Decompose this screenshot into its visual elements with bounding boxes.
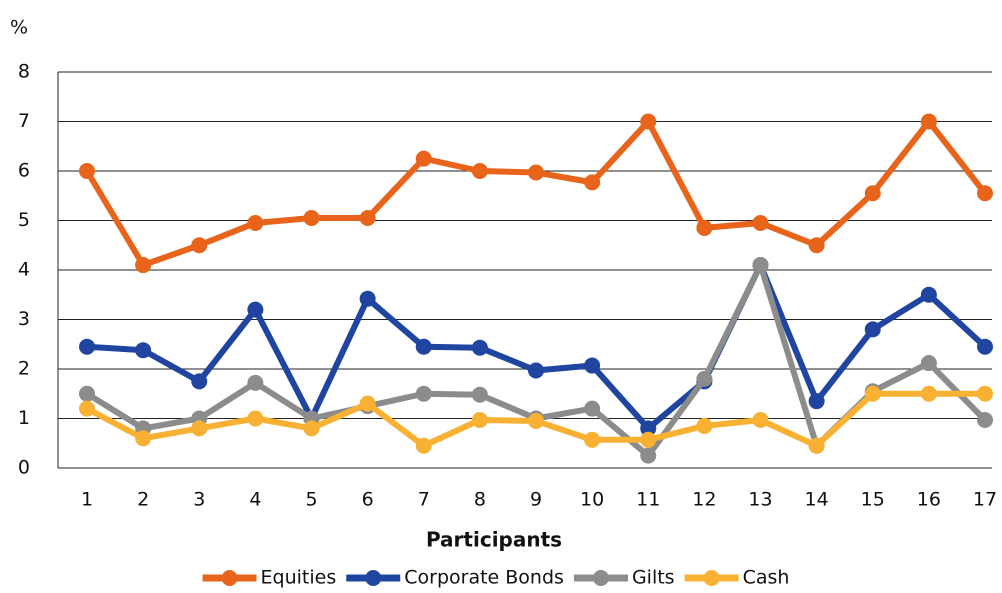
- legend-marker: [592, 570, 609, 586]
- data-point: [808, 393, 825, 410]
- data-point: [191, 373, 208, 390]
- data-point: [696, 219, 713, 236]
- data-point: [752, 214, 769, 231]
- data-point: [752, 411, 769, 428]
- data-point: [640, 113, 657, 130]
- data-point: [79, 400, 95, 417]
- data-point: [920, 113, 937, 130]
- data-point: [135, 342, 152, 359]
- data-point: [808, 437, 825, 454]
- data-point: [696, 417, 713, 434]
- y-tick-label: 4: [18, 259, 30, 281]
- y-tick-label: 2: [18, 358, 30, 380]
- data-point: [359, 395, 376, 412]
- y-tick-label: 8: [18, 61, 30, 83]
- data-point: [584, 431, 601, 448]
- x-tick-label: 3: [193, 489, 205, 511]
- data-point: [359, 210, 376, 227]
- data-point: [528, 164, 544, 181]
- y-tick-label: 6: [18, 160, 30, 182]
- data-point: [471, 339, 488, 356]
- data-point: [920, 385, 937, 402]
- data-point: [864, 321, 881, 338]
- x-tick-label: 1: [81, 489, 93, 511]
- data-point: [920, 286, 937, 303]
- data-point: [247, 301, 264, 318]
- data-point: [864, 185, 881, 202]
- data-point: [808, 237, 825, 254]
- data-point: [920, 355, 937, 372]
- x-tick-label: 7: [418, 489, 430, 511]
- data-point: [640, 420, 657, 437]
- data-point: [584, 357, 601, 374]
- data-point: [640, 431, 657, 448]
- data-point: [584, 174, 601, 191]
- data-point: [303, 420, 320, 437]
- data-point: [359, 290, 376, 307]
- x-tick-label: 15: [861, 489, 885, 511]
- data-point: [584, 400, 601, 417]
- legend-marker: [365, 570, 382, 586]
- data-point: [752, 257, 769, 274]
- x-tick-label: 16: [917, 489, 941, 511]
- data-point: [415, 338, 432, 355]
- x-tick-label: 2: [137, 489, 149, 511]
- data-point: [528, 412, 544, 429]
- x-tick-label: 12: [692, 489, 716, 511]
- data-point: [247, 214, 264, 231]
- x-tick-label: 9: [530, 489, 542, 511]
- data-point: [247, 410, 264, 427]
- legend-marker: [703, 570, 720, 586]
- data-point: [471, 411, 488, 428]
- x-tick-label: 4: [249, 489, 261, 511]
- data-point: [471, 163, 488, 179]
- data-point: [864, 385, 881, 402]
- series-line: [84, 118, 988, 269]
- x-tick-label: 11: [636, 489, 660, 511]
- legend-label: Corporate Bonds: [404, 567, 564, 589]
- data-point: [415, 150, 432, 167]
- data-point: [977, 385, 993, 402]
- data-point: [977, 411, 993, 428]
- legend-label: Gilts: [632, 567, 675, 589]
- data-point: [247, 374, 264, 391]
- x-tick-label: 14: [805, 489, 829, 511]
- data-point: [79, 163, 95, 179]
- data-point: [528, 362, 544, 379]
- x-axis-label: Participants: [426, 528, 562, 552]
- x-tick-label: 17: [973, 489, 997, 511]
- x-tick-label: 10: [580, 489, 604, 511]
- x-tick-label: 6: [362, 489, 374, 511]
- data-point: [415, 437, 432, 454]
- data-point: [696, 370, 713, 387]
- x-tick-label: 13: [748, 489, 772, 511]
- y-tick-label: 7: [18, 110, 30, 132]
- data-point: [191, 420, 208, 437]
- data-point: [79, 338, 95, 355]
- data-point: [640, 447, 657, 464]
- y-tick-label: 3: [18, 308, 30, 330]
- data-point: [415, 385, 432, 402]
- data-point: [79, 385, 95, 402]
- data-point: [303, 210, 320, 227]
- data-point: [135, 430, 152, 447]
- y-axis-label: %: [10, 17, 28, 39]
- y-tick-label: 0: [18, 457, 30, 479]
- y-tick-label: 1: [18, 407, 30, 429]
- legend-marker: [221, 570, 238, 586]
- data-point: [977, 185, 993, 202]
- y-tick-label: 5: [18, 209, 30, 231]
- x-tick-label: 5: [305, 489, 317, 511]
- data-point: [471, 386, 488, 403]
- x-tick-label: 8: [474, 489, 486, 511]
- legend-label: Equities: [261, 567, 337, 589]
- data-point: [135, 257, 152, 274]
- data-point: [191, 237, 208, 254]
- legend-label: Cash: [743, 567, 790, 589]
- data-point: [977, 338, 993, 355]
